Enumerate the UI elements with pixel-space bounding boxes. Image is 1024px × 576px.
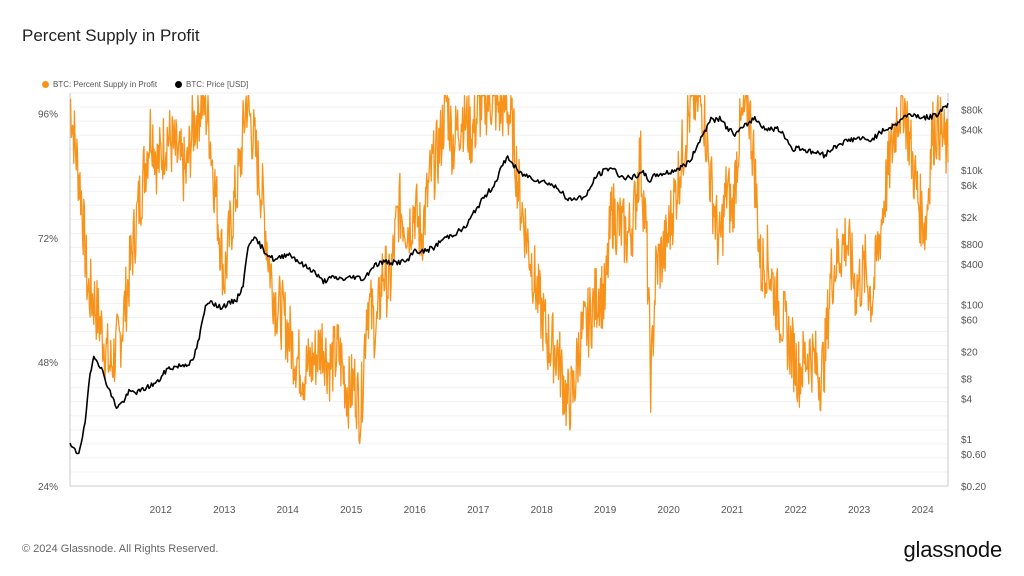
chart-legend: BTC: Percent Supply in Profit BTC: Price… — [42, 80, 248, 89]
y-left-tick-label: 96% — [38, 110, 58, 121]
y-right-tick-label: $40k — [961, 126, 984, 137]
x-tick-label: 2022 — [785, 505, 808, 516]
y-right-tick-label: $20 — [961, 348, 978, 359]
axis-layer: 2012 2013 2014 2015 2016 2017 2018 2019 2020 2021… — [38, 93, 986, 516]
y-right-tick-label: $6k — [961, 181, 978, 192]
x-tick-label: 2016 — [404, 505, 427, 516]
x-tick-label: 2021 — [721, 505, 744, 516]
y-right-tick-label: $0.20 — [961, 482, 986, 493]
y-right-tick-label: $10k — [961, 166, 984, 177]
x-tick-label: 2017 — [467, 505, 490, 516]
x-tick-label: 2020 — [658, 505, 681, 516]
x-tick-label: 2014 — [277, 505, 300, 516]
x-tick-label: 2013 — [213, 505, 236, 516]
legend-item-price[interactable]: BTC: Price [USD] — [175, 80, 248, 89]
legend-swatch-price — [175, 81, 183, 88]
y-right-tick-label: $400 — [961, 260, 984, 271]
series-layer — [69, 94, 949, 455]
y-right-tick-label: $800 — [961, 240, 984, 251]
y-right-tick-label: $100 — [961, 301, 984, 312]
grid-layer — [70, 92, 948, 487]
y-right-tick-label: $0.60 — [961, 450, 986, 461]
x-tick-label: 2019 — [594, 505, 617, 516]
x-tick-label: 2024 — [911, 505, 934, 516]
y-left-tick-label: 24% — [38, 482, 58, 493]
glassnode-logo[interactable]: glassnode — [903, 537, 1003, 562]
x-tick-label: 2023 — [848, 505, 871, 516]
y-right-tick-label: $60 — [961, 315, 978, 326]
x-tick-label: 2018 — [531, 505, 554, 516]
legend-label-price: BTC: Price [USD] — [186, 80, 249, 89]
y-right-tick-label: $1 — [961, 435, 973, 446]
series-price — [69, 103, 949, 455]
y-right-tick-label: $80k — [961, 105, 984, 116]
y-left-tick-label: 72% — [38, 234, 58, 245]
legend-item-supply[interactable]: BTC: Percent Supply in Profit — [42, 80, 157, 89]
legend-label-supply: BTC: Percent Supply in Profit — [53, 80, 158, 89]
chart-title: Percent Supply in Profit — [22, 26, 200, 45]
y-right-tick-label: $2k — [961, 213, 978, 224]
y-right-tick-label: $4 — [961, 395, 973, 406]
copyright-text: © 2024 Glassnode. All Rights Reserved. — [22, 543, 219, 555]
legend-swatch-supply — [42, 81, 49, 88]
y-left-tick-label: 48% — [38, 358, 58, 369]
y-right-tick-label: $8 — [961, 374, 973, 385]
x-tick-label: 2012 — [150, 505, 173, 516]
series-supply-in-profit — [69, 94, 949, 445]
x-tick-label: 2015 — [340, 505, 363, 516]
